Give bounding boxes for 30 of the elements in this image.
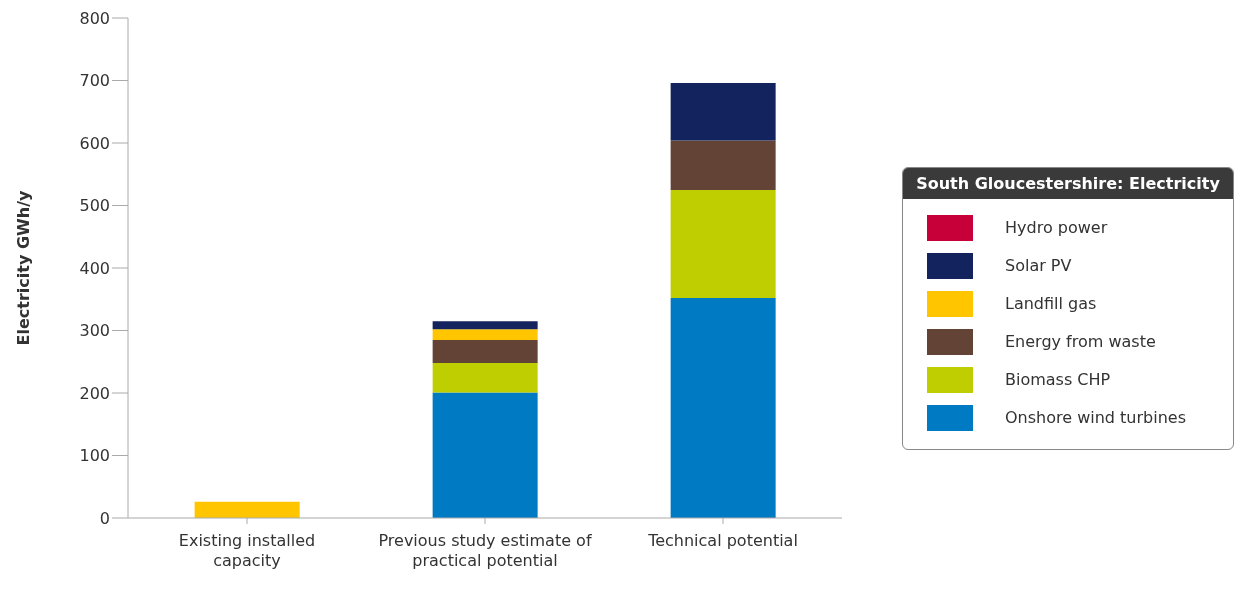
y-tick-label: 600 — [79, 133, 110, 153]
bar — [670, 189, 776, 298]
y-tick-label: 700 — [79, 71, 110, 91]
bar — [194, 501, 300, 518]
bar — [432, 363, 538, 393]
bar — [432, 392, 538, 518]
y-tick-label: 300 — [79, 321, 110, 341]
x-tick-label: Previous study estimate of practical potential — [378, 531, 592, 570]
y-tick-label: 0 — [99, 508, 110, 528]
x-tick-label: Existing installed capacity — [178, 531, 316, 570]
bar — [432, 339, 538, 363]
y-tick-label: 200 — [79, 383, 110, 403]
bar — [670, 298, 776, 518]
legend-label: Onshore wind turbines — [1005, 408, 1186, 427]
legend-label: Hydro power — [1005, 218, 1108, 237]
legend-label: Biomass CHP — [1005, 370, 1111, 389]
bar — [670, 140, 776, 190]
x-tick-label: Technical potential — [647, 531, 798, 550]
legend-title: South Gloucestershire: Electricity — [903, 167, 1233, 199]
legend-label: Landfill gas — [1005, 294, 1097, 313]
legend-label: Energy from waste — [1005, 332, 1156, 351]
y-tick-label: 800 — [79, 8, 110, 28]
legend-label: Solar PV — [1005, 256, 1072, 275]
y-tick-label: 400 — [79, 258, 110, 278]
bar — [670, 83, 776, 141]
y-tick-label: 100 — [79, 446, 110, 466]
y-tick-label: 500 — [79, 196, 110, 216]
y-axis-title: Electricity GWh/y — [13, 190, 33, 346]
bar — [432, 329, 538, 340]
bar — [432, 321, 538, 330]
